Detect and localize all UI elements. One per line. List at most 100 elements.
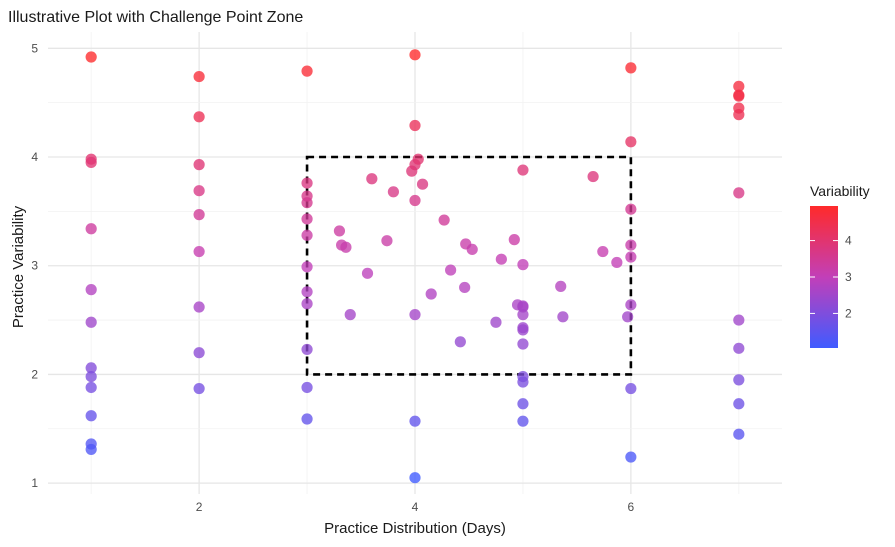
data-point	[301, 381, 313, 394]
data-point	[517, 309, 529, 321]
data-point	[557, 311, 569, 323]
data-point	[344, 309, 356, 321]
data-point	[733, 109, 745, 121]
data-point	[622, 311, 634, 323]
data-point	[597, 245, 609, 258]
y-tick-label: 2	[31, 367, 38, 381]
data-point	[193, 301, 205, 313]
data-point	[85, 156, 97, 169]
data-point	[517, 338, 529, 350]
y-tick-label: 5	[31, 41, 38, 55]
data-point	[517, 376, 529, 388]
legend-tick-label: 3	[845, 270, 852, 284]
data-point	[301, 213, 313, 225]
data-point	[412, 153, 424, 165]
data-point	[409, 309, 421, 321]
data-point	[333, 225, 346, 237]
data-point	[193, 209, 205, 221]
data-point	[733, 342, 745, 354]
x-tick-label: 6	[628, 500, 635, 514]
data-point	[425, 288, 437, 300]
data-point	[301, 261, 313, 273]
data-point	[517, 324, 529, 336]
data-point	[361, 267, 374, 279]
data-point	[466, 243, 478, 256]
x-tick-label: 4	[412, 500, 419, 514]
data-point	[733, 187, 745, 199]
data-point	[301, 298, 313, 310]
y-axis-label: Practice Variability	[10, 205, 27, 328]
data-point	[193, 111, 205, 123]
legend-tick-label: 4	[845, 234, 852, 248]
data-point	[625, 251, 637, 263]
chart-title: Illustrative Plot with Challenge Point Z…	[8, 9, 303, 26]
data-point	[193, 382, 205, 395]
data-point	[85, 223, 97, 235]
data-point	[459, 281, 471, 294]
data-point	[625, 203, 637, 215]
data-point	[625, 136, 637, 148]
data-point	[625, 239, 637, 251]
data-point	[454, 336, 466, 348]
data-points	[85, 49, 745, 484]
data-point	[508, 234, 520, 246]
data-point	[85, 51, 97, 63]
legend-tick-label: 2	[845, 306, 852, 320]
legend-ticks: 2 3 4	[810, 234, 852, 320]
data-point	[409, 49, 421, 61]
data-point	[517, 164, 529, 176]
x-tick-label: 2	[196, 500, 203, 514]
data-point	[193, 185, 205, 197]
data-point	[85, 284, 97, 296]
data-point	[625, 299, 637, 311]
data-point	[85, 370, 97, 383]
data-point	[85, 381, 97, 394]
data-point	[193, 159, 205, 171]
data-point	[495, 253, 507, 265]
data-point	[625, 382, 637, 395]
data-point	[381, 235, 393, 247]
data-point	[85, 316, 97, 328]
data-point	[490, 316, 502, 328]
data-point	[301, 413, 313, 425]
data-point	[733, 374, 745, 386]
data-point	[517, 415, 529, 427]
data-point	[587, 170, 599, 183]
data-point	[193, 347, 205, 359]
data-point	[85, 443, 97, 456]
data-point	[409, 415, 421, 427]
data-point	[301, 343, 313, 356]
data-point	[733, 428, 745, 440]
data-point	[733, 398, 745, 410]
data-point	[301, 229, 313, 241]
data-point	[193, 245, 205, 258]
data-point	[625, 62, 637, 74]
data-point	[517, 259, 529, 271]
data-point	[193, 70, 205, 83]
data-point	[517, 398, 529, 410]
y-tick-label: 3	[31, 259, 38, 273]
data-point	[733, 90, 745, 102]
data-point	[409, 119, 421, 132]
data-point	[85, 410, 97, 422]
data-point	[445, 264, 457, 276]
data-point	[340, 241, 352, 253]
data-point	[85, 362, 97, 374]
data-point	[301, 286, 313, 298]
data-point	[625, 451, 637, 463]
data-point	[733, 314, 745, 326]
data-point	[366, 173, 378, 185]
tick-labels: 2 4 6 1 2 3 4 5	[31, 41, 634, 514]
data-point	[555, 280, 567, 292]
x-axis-label: Practice Distribution (Days)	[324, 520, 506, 537]
legend-title: Variability	[810, 183, 870, 199]
data-point	[387, 186, 400, 198]
data-point	[611, 256, 623, 269]
data-point	[438, 214, 450, 226]
data-point	[301, 177, 313, 189]
data-point	[409, 472, 421, 484]
color-legend: Variability 2 3 4	[810, 183, 870, 348]
data-point	[416, 178, 429, 190]
data-point	[733, 80, 745, 92]
